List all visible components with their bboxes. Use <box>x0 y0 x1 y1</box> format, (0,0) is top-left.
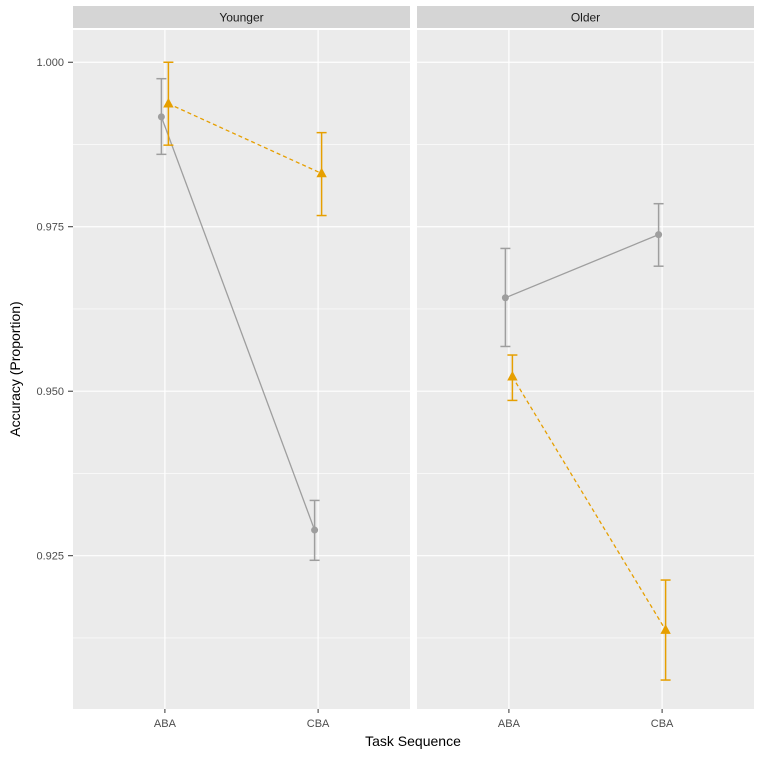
series-line-orange-triangle-dashed <box>168 103 322 175</box>
chart-graphics: Younger ABA CBA Older ABA CBA 1.000 0.975 0.950 0… <box>36 6 754 730</box>
x-tick-label: CBA <box>651 718 674 730</box>
x-tick-label: CBA <box>307 718 330 730</box>
data-point-triangle <box>660 624 671 634</box>
data-point-triangle <box>316 167 327 178</box>
y-tick-label: 0.925 <box>36 551 64 563</box>
facet-label-older: Older <box>571 11 600 25</box>
facet-strip-younger <box>73 6 410 28</box>
data-point-circle <box>311 526 319 534</box>
data-point-triangle <box>163 97 174 108</box>
data-point-circle <box>655 231 663 239</box>
series-line-gray-circle-solid <box>505 234 659 299</box>
y-axis-title: Accuracy (Proportion) <box>7 301 23 436</box>
y-tick-label: 1.000 <box>36 57 64 69</box>
series-line-orange-triangle-dashed <box>511 376 667 631</box>
y-tick-label: 0.950 <box>36 386 64 398</box>
panel-younger <box>73 30 410 709</box>
data-point-circle <box>157 113 165 121</box>
data-point-circle <box>501 294 509 302</box>
x-axis-title: Task Sequence <box>365 733 461 749</box>
facet-strip-older <box>417 6 754 28</box>
data-point-triangle <box>507 370 518 381</box>
series-line-gray-circle-solid <box>160 116 316 531</box>
x-tick-label: ABA <box>498 718 521 730</box>
facet-label-younger: Younger <box>219 11 263 25</box>
x-tick-label: ABA <box>154 718 177 730</box>
y-tick-label: 0.975 <box>36 222 64 234</box>
panel-older <box>417 30 754 709</box>
